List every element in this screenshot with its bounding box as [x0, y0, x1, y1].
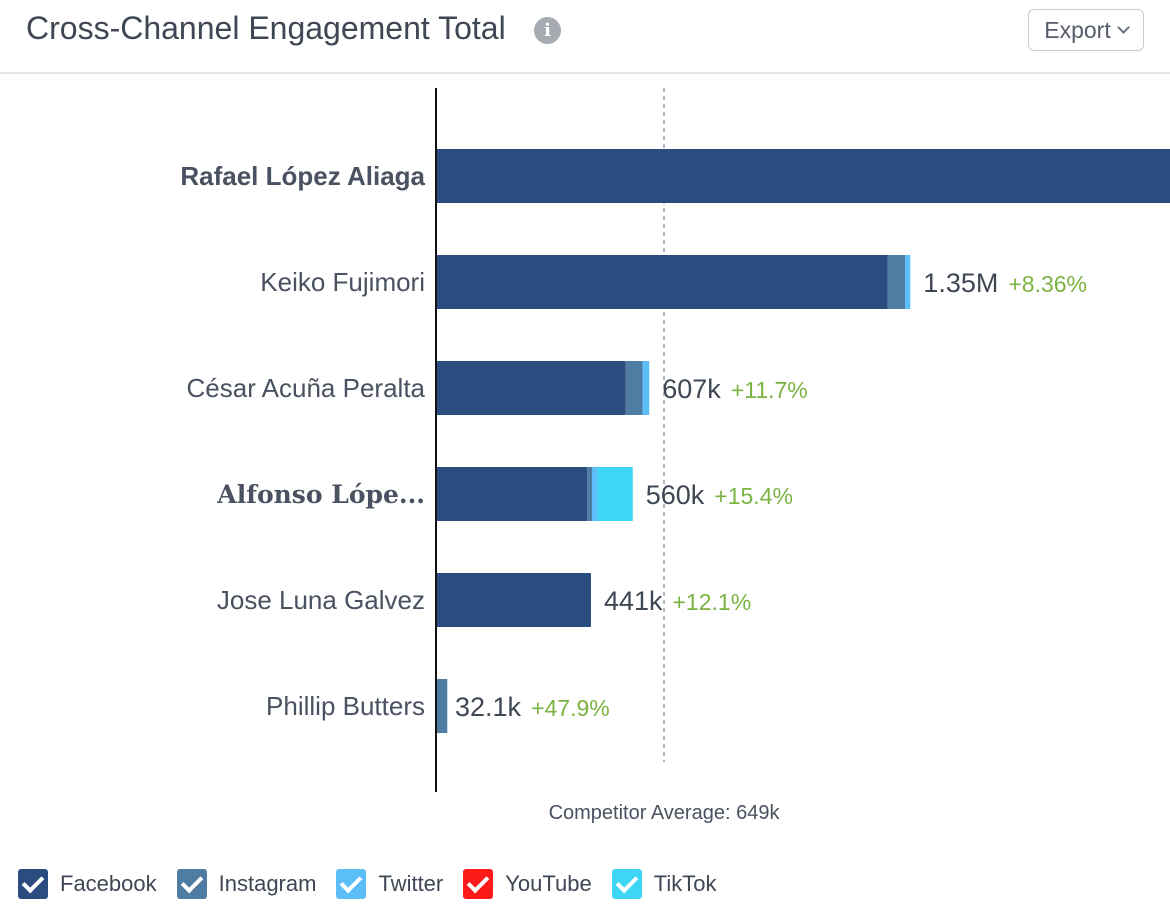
chevron-down-icon — [1116, 21, 1130, 34]
legend-label: TikTok — [653, 871, 717, 896]
checkbox-icon[interactable] — [336, 869, 367, 899]
bar-segment-instagram — [587, 467, 592, 521]
legend-label: YouTube — [505, 871, 592, 896]
data-label-total: 1.35M — [923, 268, 998, 298]
bar-segment-facebook — [436, 467, 588, 521]
checkbox-icon[interactable] — [18, 869, 48, 899]
bar-segment-instagram — [625, 361, 643, 415]
bar-segment-twitter — [642, 361, 650, 415]
legend-item-youtube[interactable]: YouTube — [463, 869, 592, 899]
checkbox-icon[interactable] — [463, 869, 494, 899]
bar-segment-instagram — [887, 255, 906, 309]
bar-segment-twitter — [591, 467, 598, 521]
bar-chart: Competitor Average: 649k Rafael López Ali… — [0, 74, 1170, 844]
legend-label: Facebook — [60, 871, 157, 896]
data-label-total: 607k — [662, 374, 721, 404]
category-label: Alfonso Lópe... — [216, 480, 425, 509]
data-label-change: +8.36% — [1008, 271, 1087, 297]
legend-label: Instagram — [218, 871, 317, 896]
legend-label: Twitter — [378, 871, 444, 896]
data-label-change: +11.7% — [731, 377, 808, 403]
bar-segment-facebook — [436, 149, 1170, 203]
legend-item-facebook[interactable]: Facebook — [18, 869, 157, 899]
export-button-label: Export — [1044, 16, 1111, 43]
category-label: Jose Luna Galvez — [217, 585, 425, 615]
category-label: Rafael López Aliaga — [180, 161, 425, 191]
data-label-change: +15.4% — [714, 483, 793, 509]
legend-item-twitter[interactable]: Twitter — [336, 869, 443, 899]
data-label-total: 32.1k — [455, 692, 522, 722]
category-label: Phillip Butters — [266, 691, 425, 721]
checkbox-icon[interactable] — [611, 869, 642, 899]
legend-item-instagram[interactable]: Instagram — [176, 869, 317, 899]
chart-svg: Competitor Average: 649k Rafael López Ali… — [180, 88, 1170, 824]
data-label-total: 441k — [604, 586, 663, 616]
chart-header: Cross-Channel Engagement Total i Export — [0, 0, 1170, 74]
data-label-change: +12.1% — [673, 589, 752, 615]
legend-item-tiktok[interactable]: TikTok — [611, 869, 717, 899]
info-icon[interactable]: i — [534, 17, 561, 44]
checkbox-icon[interactable] — [176, 869, 207, 899]
data-label-total: 560k — [646, 480, 705, 510]
export-button[interactable]: Export — [1028, 9, 1144, 51]
bar-segment-tiktok — [597, 467, 633, 521]
bar-segment-instagram — [436, 679, 448, 733]
chart-title: Cross-Channel Engagement Total — [26, 10, 506, 46]
chart-legend: Facebook Instagram Twitter YouTube TikTo… — [18, 866, 736, 902]
bar-segment-facebook — [436, 361, 626, 415]
bar-segment-facebook — [436, 573, 591, 627]
category-label: César Acuña Peralta — [187, 373, 426, 403]
reference-line-label: Competitor Average: 649k — [549, 802, 781, 824]
data-label-change: +47.9% — [531, 695, 610, 721]
category-label: Keiko Fujimori — [260, 267, 425, 297]
bar-segment-twitter — [905, 255, 911, 309]
bar-segment-facebook — [436, 255, 888, 309]
